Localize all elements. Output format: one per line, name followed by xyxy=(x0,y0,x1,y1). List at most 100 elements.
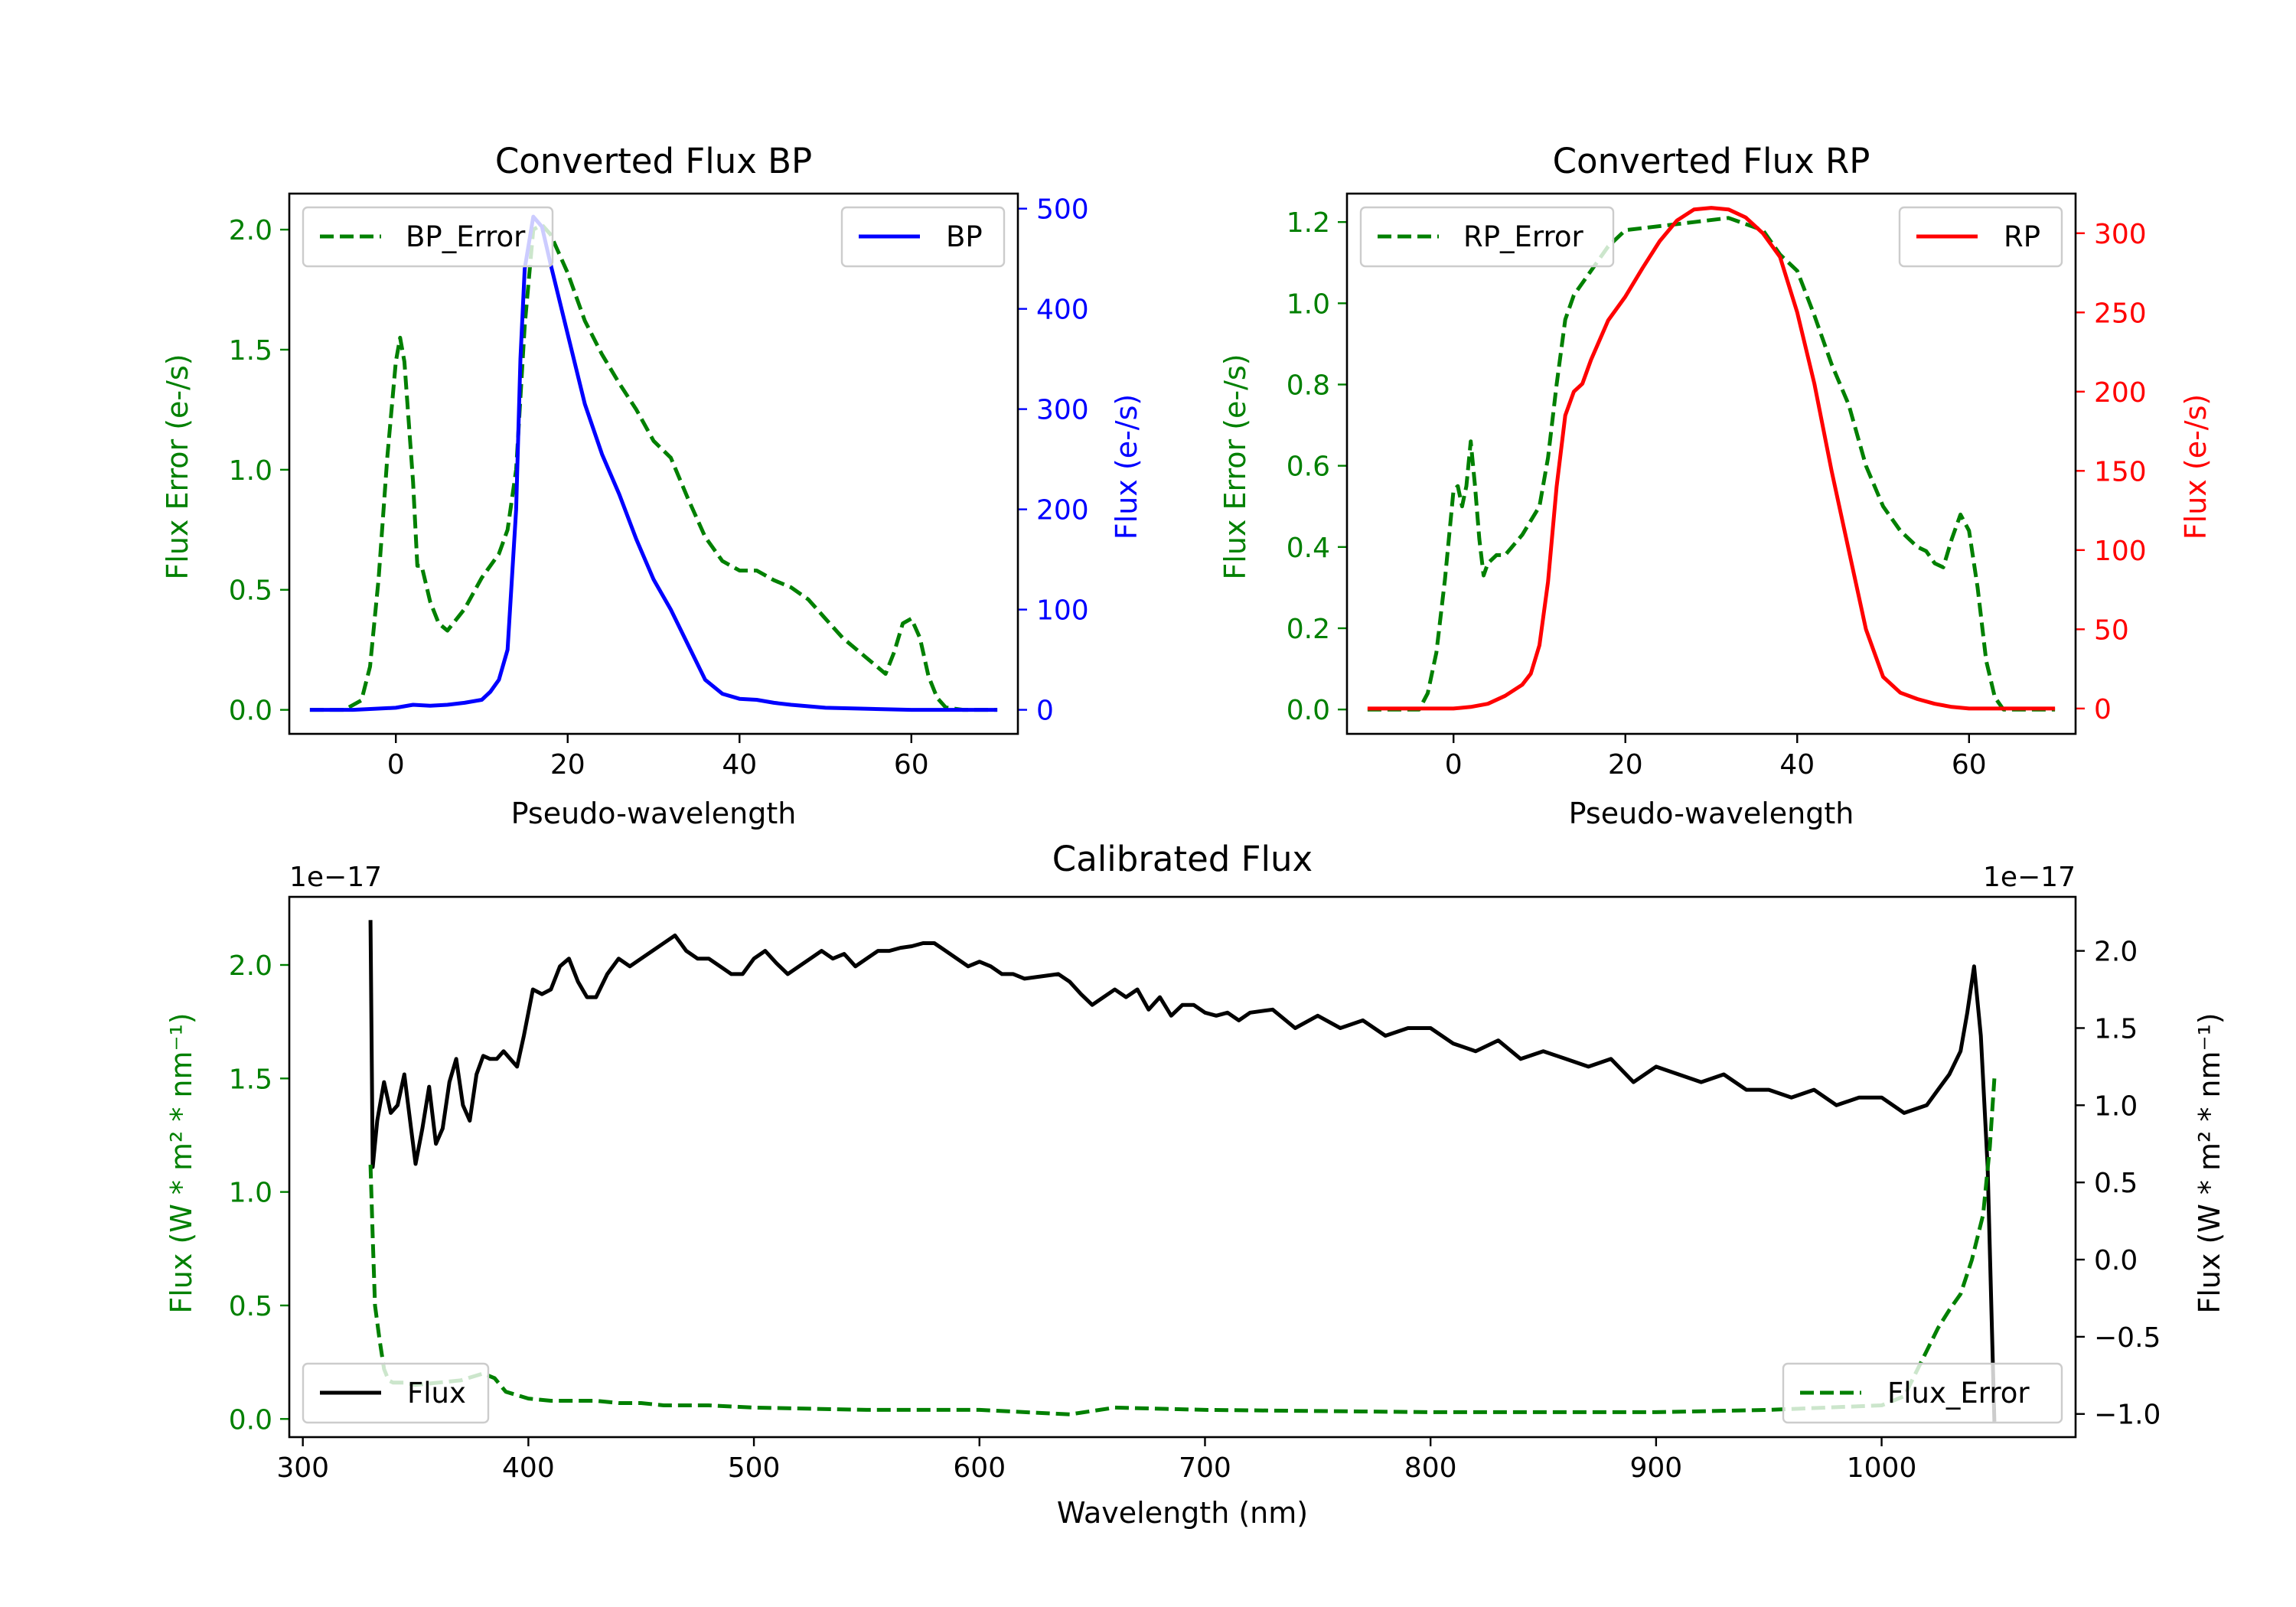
right-tick-label: 250 xyxy=(2094,298,2147,329)
left-tick-label: 0.5 xyxy=(229,575,272,607)
legend-label-rp: RP xyxy=(2004,220,2040,253)
x-tick-label: 1000 xyxy=(1847,1452,1917,1484)
right-tick-label: 150 xyxy=(2094,456,2147,487)
right-y-axis-label: Flux (e-/s) xyxy=(1110,394,1143,539)
legend-label-bp-error: BP_Error xyxy=(406,220,526,253)
left-tick-label: 0.6 xyxy=(1287,451,1330,483)
left-tick-label: 0.0 xyxy=(1287,695,1330,726)
left-tick-label: 2.0 xyxy=(229,950,272,982)
right-y-ticks: 0 50 100 150 200 250 300 xyxy=(2076,219,2147,725)
legend-label-rp-error: RP_Error xyxy=(1463,220,1583,253)
x-tick-label: 400 xyxy=(502,1452,555,1484)
left-y-ticks: 0.0 0.5 1.0 1.5 2.0 xyxy=(229,950,289,1436)
x-axis-label: Pseudo-wavelength xyxy=(1569,797,1854,830)
legend-frame xyxy=(1359,206,1615,268)
right-y-ticks: −1.0 −0.5 0.0 0.5 1.0 1.5 2.0 xyxy=(2076,937,2161,1431)
left-tick-label: 2.0 xyxy=(229,215,272,246)
right-tick-label: 1.0 xyxy=(2094,1090,2138,1122)
x-tick-label: 40 xyxy=(722,749,757,781)
legend-rp: RP xyxy=(1898,206,2063,268)
left-tick-label: 0.4 xyxy=(1287,533,1330,564)
x-ticks: 300 400 500 600 700 800 900 1000 xyxy=(276,1437,1916,1484)
left-tick-label: 0.5 xyxy=(229,1291,272,1322)
left-tick-label: 1.0 xyxy=(1287,288,1330,320)
x-axis-label: Pseudo-wavelength xyxy=(511,797,797,830)
right-tick-label: 0 xyxy=(2094,694,2112,725)
legend-label-flux: Flux xyxy=(407,1377,466,1410)
right-tick-label: 2.0 xyxy=(2094,937,2138,968)
chart-title: Converted Flux RP xyxy=(1553,141,1870,181)
legend-flux: Flux xyxy=(302,1362,490,1424)
right-tick-label: 50 xyxy=(2094,614,2129,646)
left-y-axis-label: Flux Error (e-/s) xyxy=(1218,354,1252,579)
series-line-bp xyxy=(309,214,998,712)
x-tick-label: 600 xyxy=(953,1452,1006,1484)
legend-rp-error: RP_Error xyxy=(1359,206,1615,268)
left-offset-text: 1e−17 xyxy=(289,862,382,893)
x-tick-label: 500 xyxy=(728,1452,781,1484)
legend-flux-error: Flux_Error xyxy=(1782,1362,2063,1424)
series-line-flux xyxy=(368,920,1997,1422)
x-tick-label: 300 xyxy=(276,1452,329,1484)
right-tick-label: 300 xyxy=(1036,395,1089,426)
chart-title: Converted Flux BP xyxy=(495,141,812,181)
x-tick-label: 40 xyxy=(1779,749,1815,781)
plot-frame xyxy=(288,895,2077,1439)
legend-label-bp: BP xyxy=(946,220,983,253)
left-y-axis-label: Flux (W * m² * nm⁻¹) xyxy=(165,1012,198,1313)
subplot-converted-flux-bp: Converted Flux BP Pseudo-wavelength Flux… xyxy=(161,141,1143,830)
subplot-calibrated-flux: Calibrated Flux Wavelength (nm) Flux (W … xyxy=(165,839,2226,1530)
x-tick-label: 800 xyxy=(1404,1452,1457,1484)
right-tick-label: 200 xyxy=(2094,377,2147,409)
x-tick-label: 20 xyxy=(1608,749,1643,781)
left-tick-label: 0.8 xyxy=(1287,370,1330,401)
series-layer xyxy=(309,214,998,712)
legend-frame xyxy=(1782,1362,2063,1424)
right-tick-label: 0.0 xyxy=(2094,1245,2138,1276)
left-tick-label: 1.0 xyxy=(229,455,272,487)
left-y-ticks: 0.0 0.2 0.4 0.6 0.8 1.0 1.2 xyxy=(1287,207,1347,726)
legend-frame xyxy=(840,206,1006,268)
x-ticks: 0 20 40 60 xyxy=(387,734,929,781)
right-tick-label: 100 xyxy=(1036,595,1089,627)
right-y-axis-label: Flux (e-/s) xyxy=(2179,394,2213,539)
left-tick-label: 0.0 xyxy=(229,696,272,727)
x-tick-label: 20 xyxy=(550,749,585,781)
x-tick-label: 60 xyxy=(894,749,929,781)
series-line-rp xyxy=(1367,206,2056,711)
left-tick-label: 0.0 xyxy=(229,1404,272,1436)
right-y-ticks: 0 100 200 300 400 500 xyxy=(1018,194,1089,727)
right-tick-label: 400 xyxy=(1036,295,1089,326)
left-tick-label: 1.5 xyxy=(229,1064,272,1095)
series-layer xyxy=(1367,206,2056,712)
right-y-axis-label: Flux (W * m² * nm⁻¹) xyxy=(2193,1012,2226,1313)
x-tick-label: 900 xyxy=(1630,1452,1683,1484)
left-tick-label: 1.5 xyxy=(229,335,272,367)
left-tick-label: 1.2 xyxy=(1287,207,1330,239)
left-tick-label: 0.2 xyxy=(1287,614,1330,645)
left-y-axis-label: Flux Error (e-/s) xyxy=(161,354,194,579)
right-offset-text: 1e−17 xyxy=(1983,862,2076,893)
subplot-converted-flux-rp: Converted Flux RP Pseudo-wavelength Flux… xyxy=(1218,141,2213,830)
series-line-rp-error xyxy=(1367,216,2056,712)
legend-frame xyxy=(1898,206,2063,268)
x-tick-label: 0 xyxy=(387,749,405,781)
legend-frame xyxy=(302,1362,490,1424)
x-axis-label: Wavelength (nm) xyxy=(1057,1496,1308,1530)
right-tick-label: 500 xyxy=(1036,194,1089,226)
right-tick-label: 300 xyxy=(2094,219,2147,250)
legend-bp: BP xyxy=(840,206,1006,268)
x-tick-label: 60 xyxy=(1952,749,1987,781)
left-tick-label: 1.0 xyxy=(229,1178,272,1209)
legend-label-flux-error: Flux_Error xyxy=(1887,1377,2030,1410)
right-tick-label: −1.0 xyxy=(2094,1400,2161,1431)
left-y-ticks: 0.0 0.5 1.0 1.5 2.0 xyxy=(229,215,289,727)
right-tick-label: 0 xyxy=(1036,696,1054,727)
right-tick-label: 100 xyxy=(2094,536,2147,567)
x-tick-label: 700 xyxy=(1179,1452,1231,1484)
right-tick-label: 1.5 xyxy=(2094,1013,2138,1045)
right-tick-label: 0.5 xyxy=(2094,1168,2138,1199)
legend-bp-error: BP_Error xyxy=(302,206,554,268)
plot-frame xyxy=(288,192,1019,735)
